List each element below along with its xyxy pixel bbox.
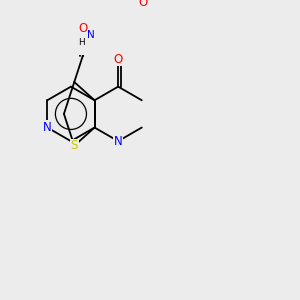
Text: O: O — [113, 53, 123, 66]
Text: N: N — [114, 135, 122, 148]
Text: N: N — [87, 29, 95, 40]
Text: N: N — [43, 121, 52, 134]
Text: H: H — [79, 38, 85, 47]
Text: O: O — [78, 22, 87, 35]
Text: O: O — [139, 0, 148, 9]
Text: S: S — [70, 139, 78, 152]
